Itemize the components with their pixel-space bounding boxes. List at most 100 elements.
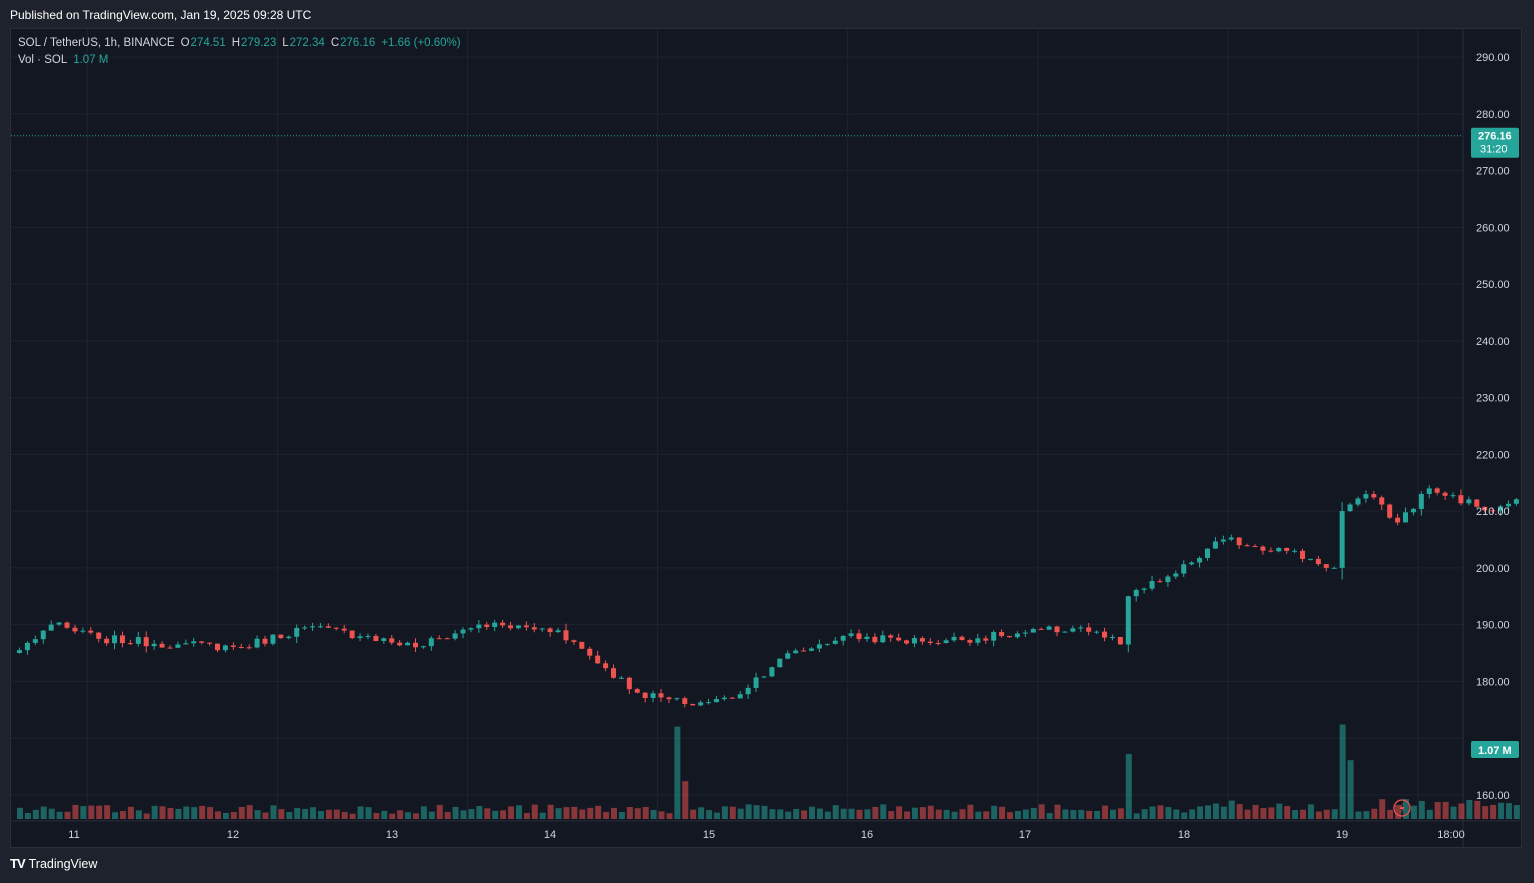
x-tick-label: 14 bbox=[544, 829, 556, 841]
candle-body bbox=[183, 643, 189, 645]
volume-bar bbox=[682, 781, 689, 819]
candle-body bbox=[254, 638, 260, 648]
volume-bar bbox=[721, 806, 728, 819]
candle-body bbox=[104, 638, 110, 644]
symbol-title[interactable]: SOL / TetherUS, 1h, BINANCE bbox=[18, 37, 175, 49]
x-tick-label: 11 bbox=[68, 829, 79, 841]
volume-bar bbox=[1379, 799, 1386, 819]
candle-body bbox=[48, 624, 54, 631]
candle-body bbox=[713, 699, 719, 703]
candle-body bbox=[832, 640, 838, 644]
candle-body bbox=[531, 627, 537, 630]
candle-body bbox=[809, 648, 814, 651]
candle-body bbox=[1078, 627, 1084, 629]
candle-body bbox=[317, 626, 323, 628]
candle-body bbox=[737, 694, 743, 699]
volume-bar bbox=[159, 806, 166, 819]
candle-body bbox=[650, 693, 656, 699]
candle-body bbox=[706, 702, 712, 704]
volume-bar bbox=[793, 808, 800, 819]
volume-bar bbox=[880, 804, 887, 819]
candle-body bbox=[872, 636, 878, 643]
candle-body bbox=[119, 635, 125, 644]
candle-body bbox=[919, 638, 925, 642]
volume-bar bbox=[713, 812, 720, 819]
volume-bar bbox=[547, 804, 554, 819]
y-tick-label: 160.00 bbox=[1476, 790, 1510, 802]
chart-panel[interactable]: 160.00 180.00 190.00 200.00 210.00 220.00 230.… bbox=[10, 28, 1522, 848]
volume-bar bbox=[199, 805, 206, 819]
candle-body bbox=[1125, 596, 1131, 645]
volume-label[interactable]: Vol · SOL bbox=[18, 54, 68, 66]
candle-body bbox=[1426, 488, 1432, 494]
volume-bar bbox=[888, 811, 895, 819]
candle-body bbox=[618, 677, 624, 679]
candle-body bbox=[325, 626, 331, 628]
volume-bar bbox=[1300, 809, 1307, 819]
volume-bar bbox=[967, 804, 974, 819]
candle-body bbox=[460, 629, 466, 634]
volume-bar bbox=[761, 805, 768, 819]
y-tick-label: 240.00 bbox=[1476, 336, 1510, 348]
ohlc-row: SOL / TetherUS, 1h, BINANCE O274.51 H279… bbox=[18, 35, 461, 52]
volume-bar bbox=[1212, 803, 1219, 819]
volume-bar bbox=[1030, 807, 1037, 819]
axis-tags: 276.16 31:20 1.07 M bbox=[1471, 127, 1519, 758]
volume-bar bbox=[1141, 809, 1148, 819]
volume-bar bbox=[40, 806, 47, 819]
candle-body bbox=[127, 643, 133, 645]
candle-body bbox=[302, 627, 308, 629]
volume-bar bbox=[365, 807, 372, 819]
volume-bar bbox=[832, 805, 839, 819]
volume-bar bbox=[626, 806, 633, 819]
candle-body bbox=[975, 638, 981, 643]
candle-body bbox=[286, 636, 292, 639]
x-tick-label: 18 bbox=[1178, 829, 1190, 841]
candle-body bbox=[96, 632, 102, 639]
volume-bar bbox=[1094, 811, 1101, 819]
volume-bar bbox=[943, 809, 950, 819]
candle-body bbox=[310, 626, 316, 628]
volume-bar bbox=[1331, 809, 1338, 819]
volume-bar bbox=[302, 808, 309, 819]
volume-bar bbox=[1133, 813, 1140, 819]
price-chart[interactable]: 160.00 180.00 190.00 200.00 210.00 220.00 230.… bbox=[11, 29, 1521, 847]
candle-body bbox=[848, 633, 854, 636]
volume-bar bbox=[246, 805, 253, 819]
low-value: L272.34 bbox=[282, 37, 325, 49]
footer-brand[interactable]: TV TradingView bbox=[10, 856, 97, 871]
volume-bar bbox=[1165, 807, 1172, 819]
candle-body bbox=[112, 635, 118, 644]
y-tick-label: 270.00 bbox=[1476, 166, 1510, 178]
candle-body bbox=[1141, 588, 1147, 590]
candle-body bbox=[1292, 550, 1298, 552]
candle-body bbox=[1022, 632, 1028, 634]
volume-bar bbox=[674, 726, 681, 819]
volume-bar bbox=[666, 813, 673, 819]
volume-bar bbox=[1022, 809, 1029, 819]
volume-bar bbox=[1490, 804, 1497, 819]
close-value: C276.16 bbox=[330, 37, 376, 49]
volume-bar bbox=[587, 807, 594, 819]
candle-body bbox=[357, 636, 363, 639]
volume-bar bbox=[769, 809, 776, 819]
volume-bar bbox=[452, 806, 459, 819]
candle-body bbox=[888, 635, 894, 638]
volume-bar bbox=[1442, 801, 1449, 819]
lightning-icon[interactable] bbox=[1393, 799, 1411, 817]
candle-body bbox=[1165, 576, 1171, 583]
volume-bar bbox=[1371, 808, 1378, 819]
price-axis[interactable]: 160.00 180.00 190.00 200.00 210.00 220.00 230.… bbox=[1476, 52, 1510, 802]
candle-body bbox=[143, 637, 149, 647]
volume-bar bbox=[1007, 812, 1013, 819]
candle-body bbox=[896, 637, 902, 641]
candle-body bbox=[492, 622, 498, 627]
candle-body bbox=[294, 627, 300, 637]
volume-bar bbox=[325, 809, 332, 819]
volume-bar bbox=[595, 805, 602, 819]
candles bbox=[17, 485, 1519, 708]
time-axis[interactable]: 11 12 13 14 15 16 17 18 19 18:00 bbox=[68, 829, 1464, 841]
candle-body bbox=[230, 645, 236, 647]
candle-body bbox=[642, 692, 648, 699]
volume-bar bbox=[1505, 803, 1512, 819]
